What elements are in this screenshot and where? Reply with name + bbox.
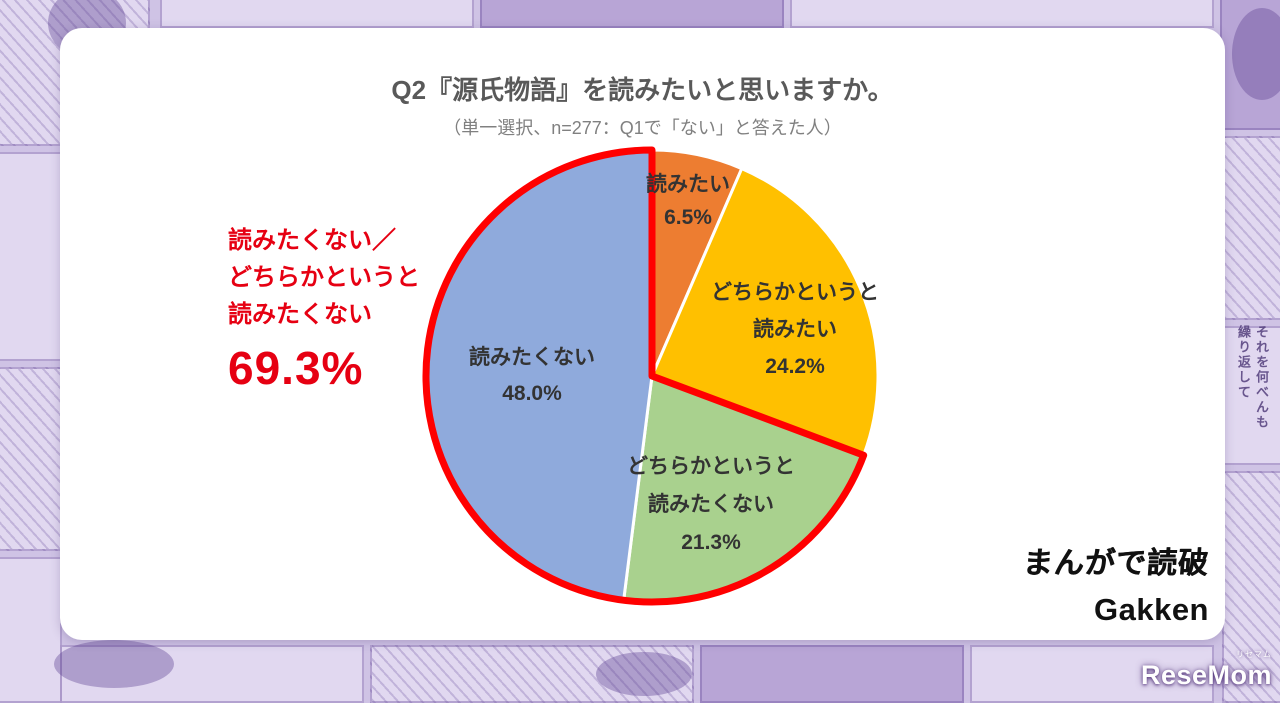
background-blob	[596, 652, 692, 696]
background-panel	[370, 645, 694, 703]
background-panel	[60, 645, 364, 703]
highlight-annotation-value: 69.3%	[228, 342, 364, 394]
background-panel	[0, 557, 62, 703]
background-panel	[1220, 0, 1280, 130]
pie-chart	[422, 146, 880, 606]
logo-area: まんがで読破 Gakken	[1021, 538, 1210, 628]
background-panel	[0, 367, 62, 551]
manga-de-dokuha-logo: まんがで読破	[1021, 547, 1210, 580]
pie-slice-1	[650, 167, 880, 457]
background-panel	[790, 0, 1214, 28]
background-panel	[0, 152, 62, 361]
background-manga-text-line: 繰り返して	[1236, 325, 1251, 400]
pie-slice-3	[424, 148, 654, 602]
background-blob	[54, 640, 174, 688]
resemom-watermark: リセマム ReseMom	[1141, 649, 1272, 691]
resemom-watermark-text: ReseMom	[1140, 660, 1272, 690]
chart-card: Q2『源氏物語』を読みたいと思いますか。 （単一選択、n=277：Q1で「ない」…	[60, 28, 1225, 640]
background-panel	[1222, 326, 1280, 465]
highlight-annotation-line: 読みたくない／	[228, 227, 396, 254]
background-panel	[480, 0, 784, 28]
resemom-watermark-ruby: リセマム	[1236, 650, 1272, 659]
background-panel	[160, 0, 474, 28]
pie-highlight-outline	[422, 146, 868, 606]
highlight-annotation-line: どちらかというと	[228, 264, 420, 291]
background-panel	[1222, 136, 1280, 320]
chart-title: Q2『源氏物語』を読みたいと思いますか。	[391, 75, 894, 105]
background-manga-text: それを何べんも 繰り返して	[1234, 325, 1270, 430]
chart-subtitle: （単一選択、n=277：Q1で「ない」と答えた人）	[443, 118, 842, 138]
highlight-annotation-line: 読みたくない	[228, 301, 372, 328]
background-panel	[700, 645, 964, 703]
background-manga-text-line: それを何べんも	[1254, 325, 1269, 430]
background-blob	[1232, 8, 1280, 100]
highlight-annotation: 読みたくない／ どちらかというと 読みたくない 69.3%	[228, 222, 420, 395]
gakken-logo: Gakken	[1093, 592, 1209, 627]
